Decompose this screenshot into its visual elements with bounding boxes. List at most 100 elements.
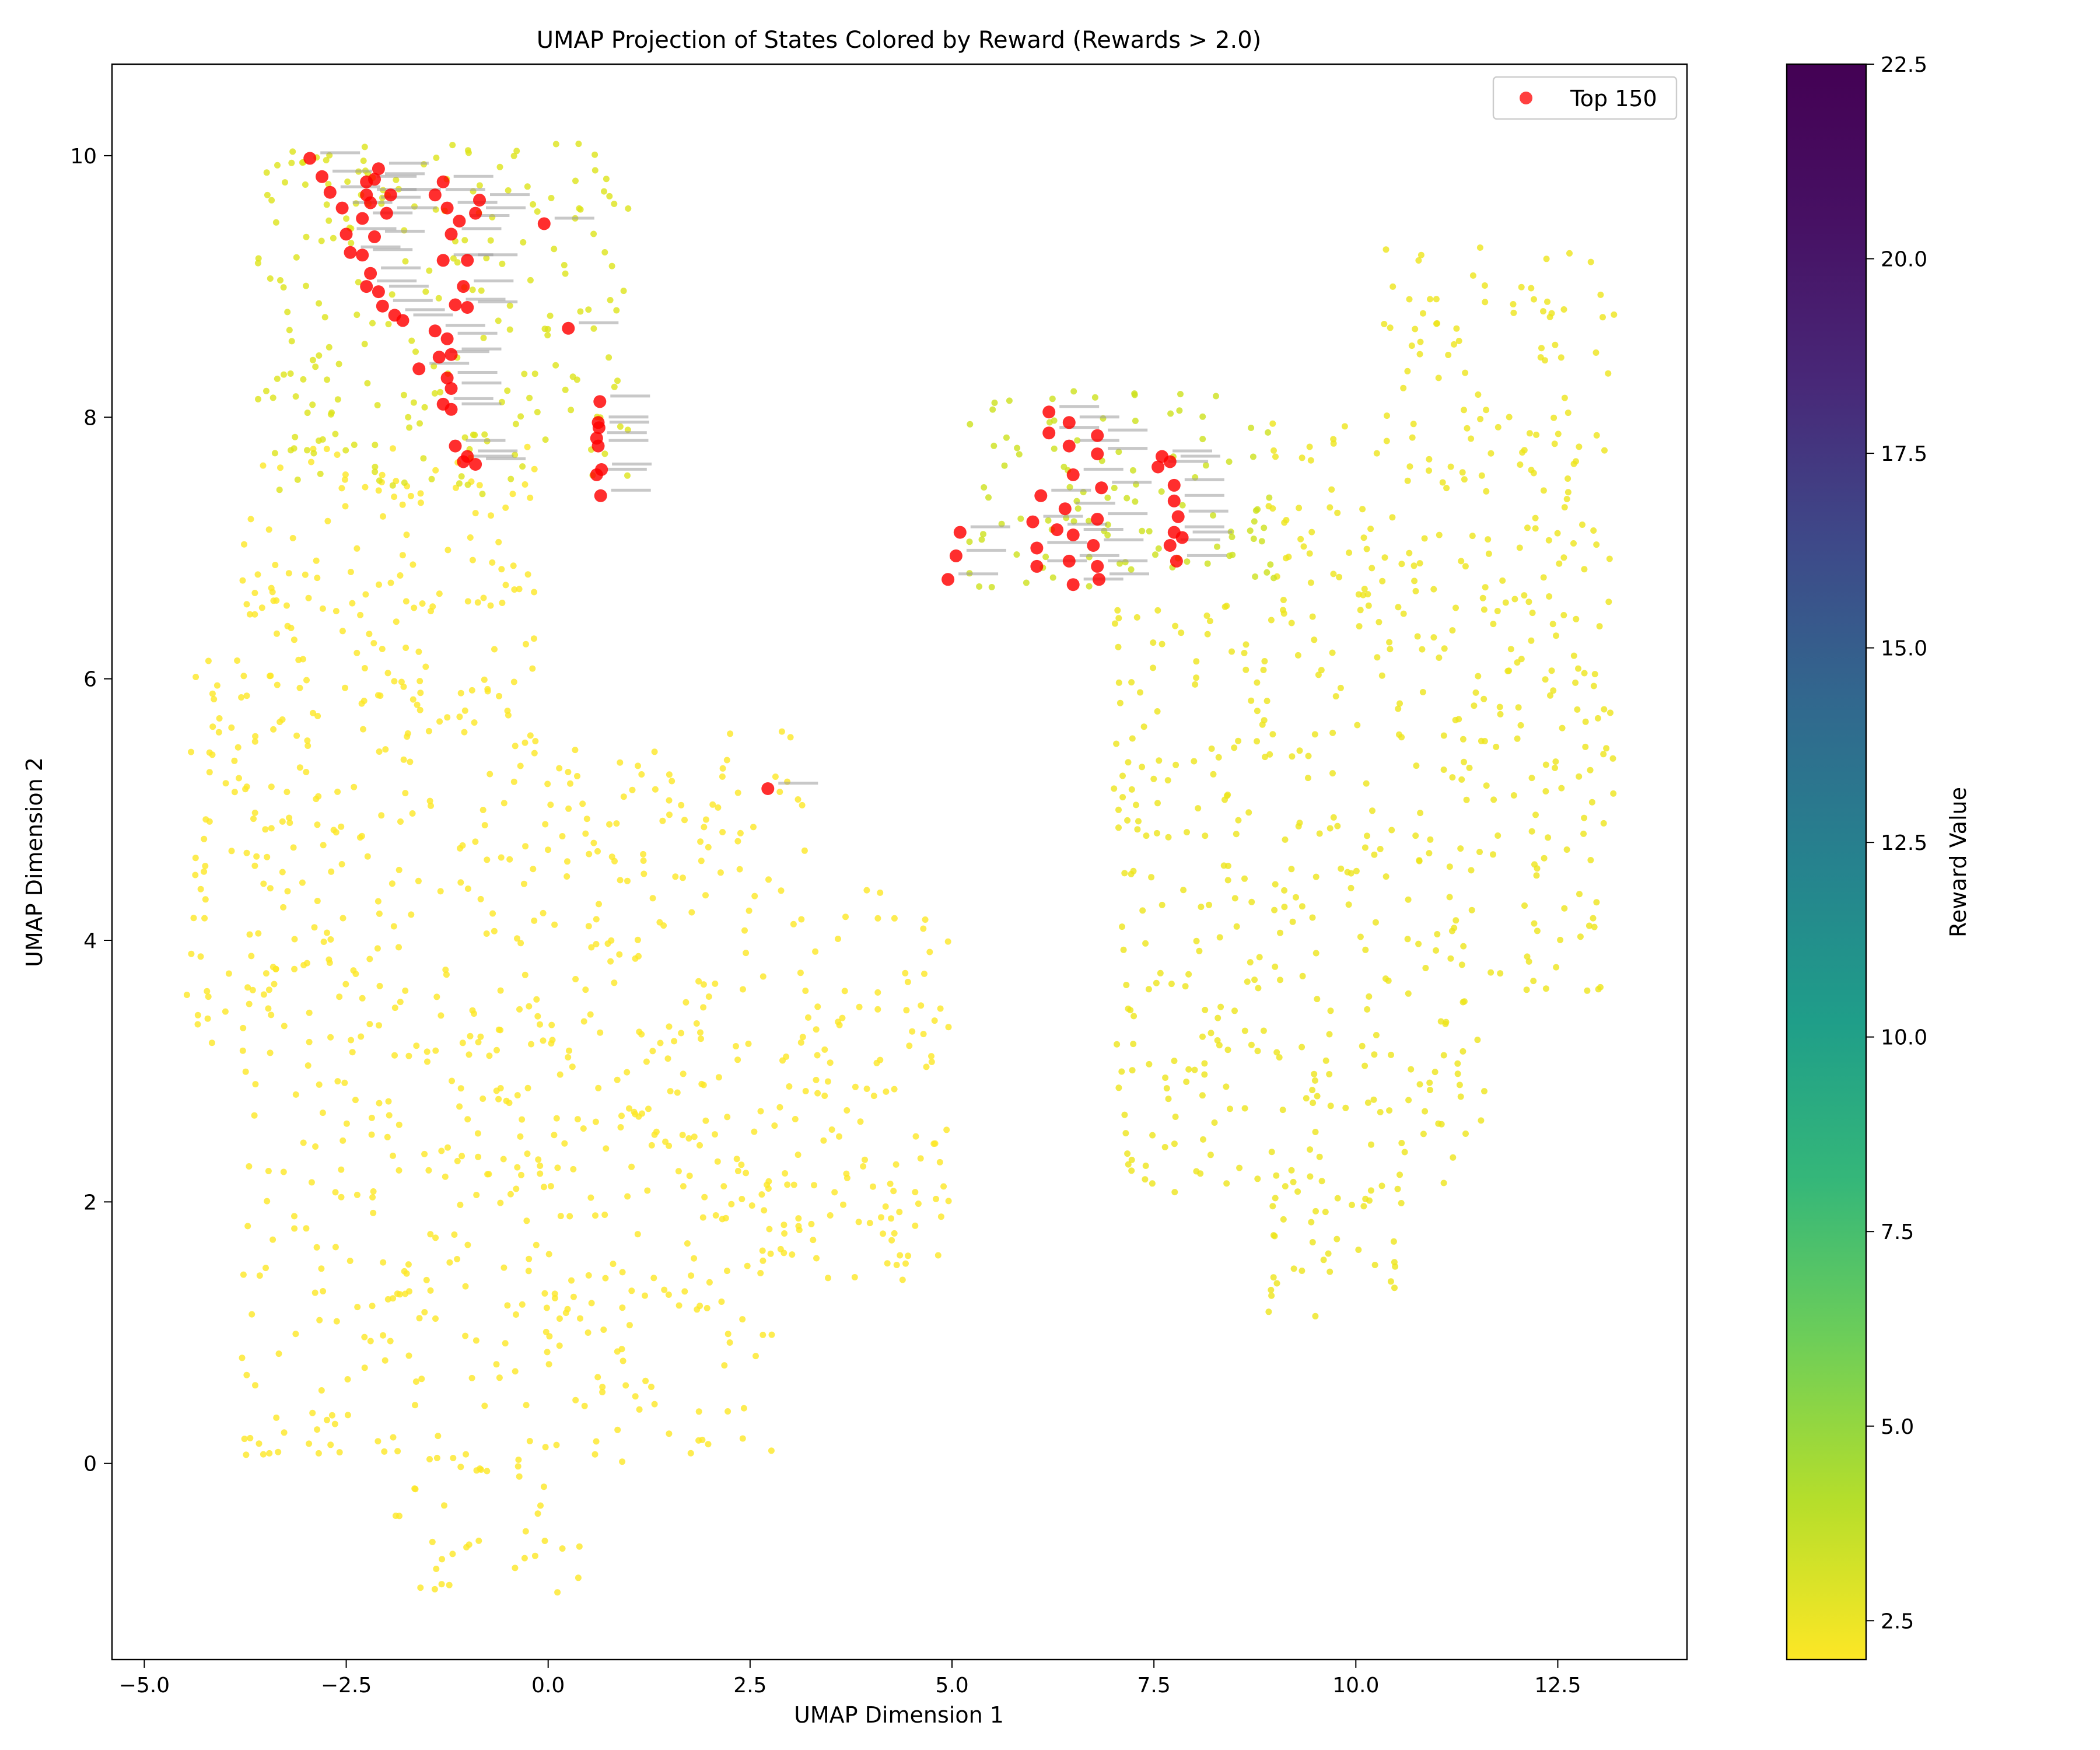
scatter-point <box>813 1026 820 1033</box>
scatter-point <box>1206 901 1212 908</box>
top150-point <box>1062 416 1076 429</box>
scatter-point <box>506 856 513 863</box>
scatter-point <box>496 692 502 699</box>
scatter-point <box>1482 584 1489 591</box>
scatter-point <box>243 1371 250 1378</box>
scatter-point <box>1544 298 1550 305</box>
scatter-point <box>399 501 406 508</box>
scatter-point <box>523 1217 530 1224</box>
scatter-point <box>516 1006 523 1013</box>
scatter-point <box>1280 610 1287 617</box>
scatter-point <box>1329 770 1336 777</box>
scatter-point <box>636 1406 643 1413</box>
scatter-point <box>640 858 647 864</box>
scatter-point <box>1558 785 1565 792</box>
scatter-point <box>920 1031 927 1038</box>
scatter-point <box>246 931 253 938</box>
scatter-point <box>368 1114 375 1121</box>
scatter-point <box>461 707 468 714</box>
scatter-point <box>262 826 269 833</box>
scatter-point <box>1262 754 1268 761</box>
scatter-point <box>316 1317 323 1324</box>
scatter-point <box>928 1053 935 1060</box>
top150-point <box>449 298 462 312</box>
scatter-point <box>1497 710 1504 718</box>
scatter-point <box>844 1174 850 1181</box>
scatter-point <box>192 872 199 878</box>
scatter-point <box>374 1438 382 1445</box>
scatter-point <box>1570 540 1577 547</box>
scatter-point <box>1111 485 1118 491</box>
scatter-point <box>1590 527 1597 534</box>
point-annotation <box>1068 523 1107 526</box>
scatter-point <box>1254 1048 1261 1055</box>
scatter-point <box>698 1080 705 1087</box>
scatter-point <box>1362 1195 1369 1202</box>
scatter-point <box>743 1170 750 1177</box>
scatter-point <box>354 649 360 656</box>
scatter-point <box>524 183 531 190</box>
scatter-point <box>712 1212 719 1219</box>
scatter-point <box>1564 489 1572 496</box>
scatter-point <box>480 594 487 601</box>
scatter-point <box>438 1581 445 1588</box>
scatter-point <box>597 1029 604 1036</box>
scatter-point <box>1398 1140 1405 1146</box>
scatter-point <box>530 635 537 642</box>
scatter-point <box>526 1438 533 1444</box>
scatter-point <box>1210 512 1216 519</box>
scatter-point <box>1366 993 1373 1000</box>
scatter-point <box>1207 1152 1214 1158</box>
scatter-point <box>1417 338 1424 345</box>
scatter-point <box>303 677 310 684</box>
scatter-point <box>682 999 690 1006</box>
scatter-point <box>410 399 417 406</box>
scatter-point <box>1199 1092 1206 1099</box>
scatter-point <box>1451 341 1457 348</box>
scatter-point <box>757 1270 764 1276</box>
scatter-point <box>812 948 819 955</box>
scatter-point <box>251 809 258 816</box>
scatter-point <box>636 1028 643 1035</box>
scatter-point <box>1235 817 1242 824</box>
scatter-point <box>332 829 340 836</box>
scatter-point <box>327 1034 334 1041</box>
point-annotation <box>388 285 429 288</box>
colorbar-label: Reward Value <box>1945 787 1971 937</box>
scatter-point <box>607 297 614 303</box>
scatter-point <box>1561 394 1568 401</box>
scatter-point <box>649 895 656 902</box>
scatter-point <box>586 850 593 858</box>
scatter-point <box>1264 569 1270 576</box>
scatter-point <box>458 473 465 480</box>
scatter-point <box>433 1454 440 1461</box>
scatter-point <box>1157 970 1164 977</box>
scatter-point <box>738 1161 745 1168</box>
scatter-point <box>1128 679 1135 686</box>
scatter-point <box>286 814 293 821</box>
scatter-point <box>357 611 364 618</box>
scatter-point <box>596 901 602 908</box>
scatter-point <box>316 300 323 307</box>
scatter-point <box>332 1189 339 1196</box>
scatter-point <box>387 1338 394 1345</box>
scatter-point <box>1164 777 1171 784</box>
point-annotation <box>1059 405 1100 408</box>
scatter-point <box>288 338 295 345</box>
scatter-point <box>376 1100 383 1107</box>
scatter-point <box>340 915 346 922</box>
scatter-point <box>400 756 407 763</box>
scatter-point <box>640 850 647 858</box>
scatter-point <box>425 727 432 734</box>
scatter-point <box>495 1026 502 1033</box>
scatter-point <box>489 559 496 566</box>
scatter-point <box>1288 866 1295 873</box>
scatter-point <box>1436 531 1443 538</box>
scatter-point <box>433 993 440 1000</box>
scatter-point <box>303 233 310 240</box>
colorbar-tick-label: 22.5 <box>1881 53 1927 77</box>
scatter-point <box>244 984 251 991</box>
scatter-point <box>410 696 416 703</box>
scatter-point <box>484 685 491 692</box>
scatter-point <box>1348 884 1354 891</box>
